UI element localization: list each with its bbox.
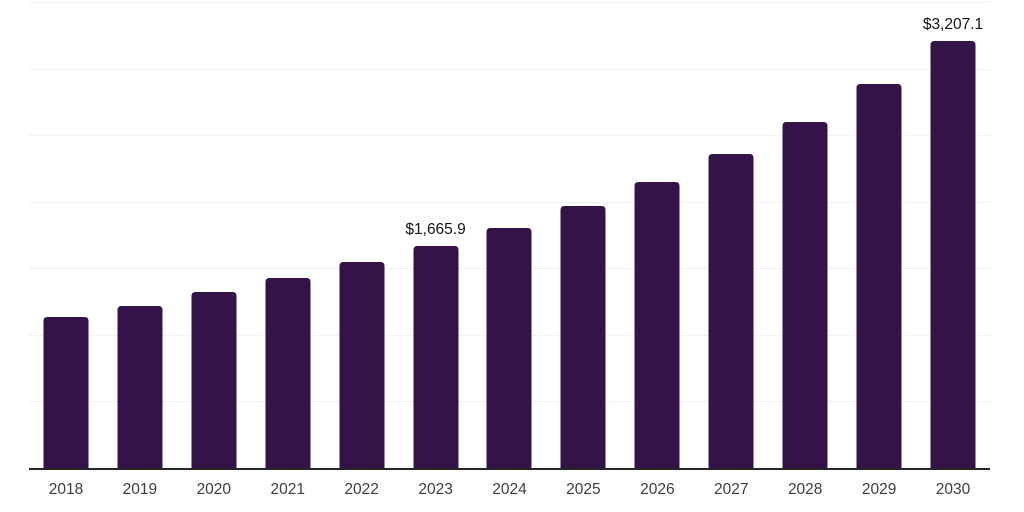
bar-2018 xyxy=(43,316,89,468)
x-tick-label: 2026 xyxy=(640,481,675,498)
x-tick-label: 2024 xyxy=(492,481,527,498)
bar-2020 xyxy=(191,292,237,468)
gridline xyxy=(29,2,990,4)
x-tick-label: 2030 xyxy=(935,481,971,498)
gridline xyxy=(29,135,990,137)
bar-2029 xyxy=(856,83,902,468)
bar-slot xyxy=(694,0,768,468)
x-tick-label: 2028 xyxy=(787,481,823,498)
x-tick-label: 2027 xyxy=(714,481,749,498)
bar-slot: $3,207.1 xyxy=(916,0,990,468)
bar-2030 xyxy=(930,41,976,468)
gridline xyxy=(29,68,990,70)
bar-slot xyxy=(251,0,325,468)
bar-slot xyxy=(177,0,251,468)
x-tick-label: 2022 xyxy=(344,481,379,498)
bar-2028 xyxy=(782,121,828,468)
x-tick-label: 2023 xyxy=(418,481,453,498)
x-tick-label: 2021 xyxy=(270,481,305,498)
plot-area: $1,665.9 $3,207.1 xyxy=(29,0,990,470)
bar-slot xyxy=(29,0,103,468)
bar-2022 xyxy=(339,262,385,468)
bar-2026 xyxy=(634,181,680,468)
bar-slot xyxy=(768,0,842,468)
x-axis-labels: 2018 2019 2020 2021 2022 2023 2024 2025 2026 2027… xyxy=(29,481,990,499)
bar-2025 xyxy=(560,206,606,468)
x-tick-label: 2019 xyxy=(122,481,158,498)
bar-slot xyxy=(620,0,694,468)
x-tick-label: 2018 xyxy=(48,481,84,498)
bar-slot xyxy=(473,0,547,468)
gridline xyxy=(29,201,990,203)
bar-slot xyxy=(325,0,399,468)
bar-slot xyxy=(842,0,916,468)
bar-value-label: $3,207.1 xyxy=(922,16,984,34)
bar-2027 xyxy=(708,153,754,468)
bar-2019 xyxy=(117,306,163,468)
bar-value-label: $1,665.9 xyxy=(405,221,466,239)
bar-2021 xyxy=(265,278,311,468)
bar-2023 xyxy=(413,246,459,468)
bar-slot xyxy=(103,0,177,468)
x-tick-label: 2025 xyxy=(566,481,601,498)
x-tick-label: 2020 xyxy=(196,481,232,498)
x-tick-label: 2029 xyxy=(861,481,897,498)
bars-row: $1,665.9 $3,207.1 xyxy=(29,0,990,468)
bar-slot: $1,665.9 xyxy=(399,0,473,468)
bar-slot xyxy=(546,0,620,468)
bar-2024 xyxy=(486,227,532,468)
